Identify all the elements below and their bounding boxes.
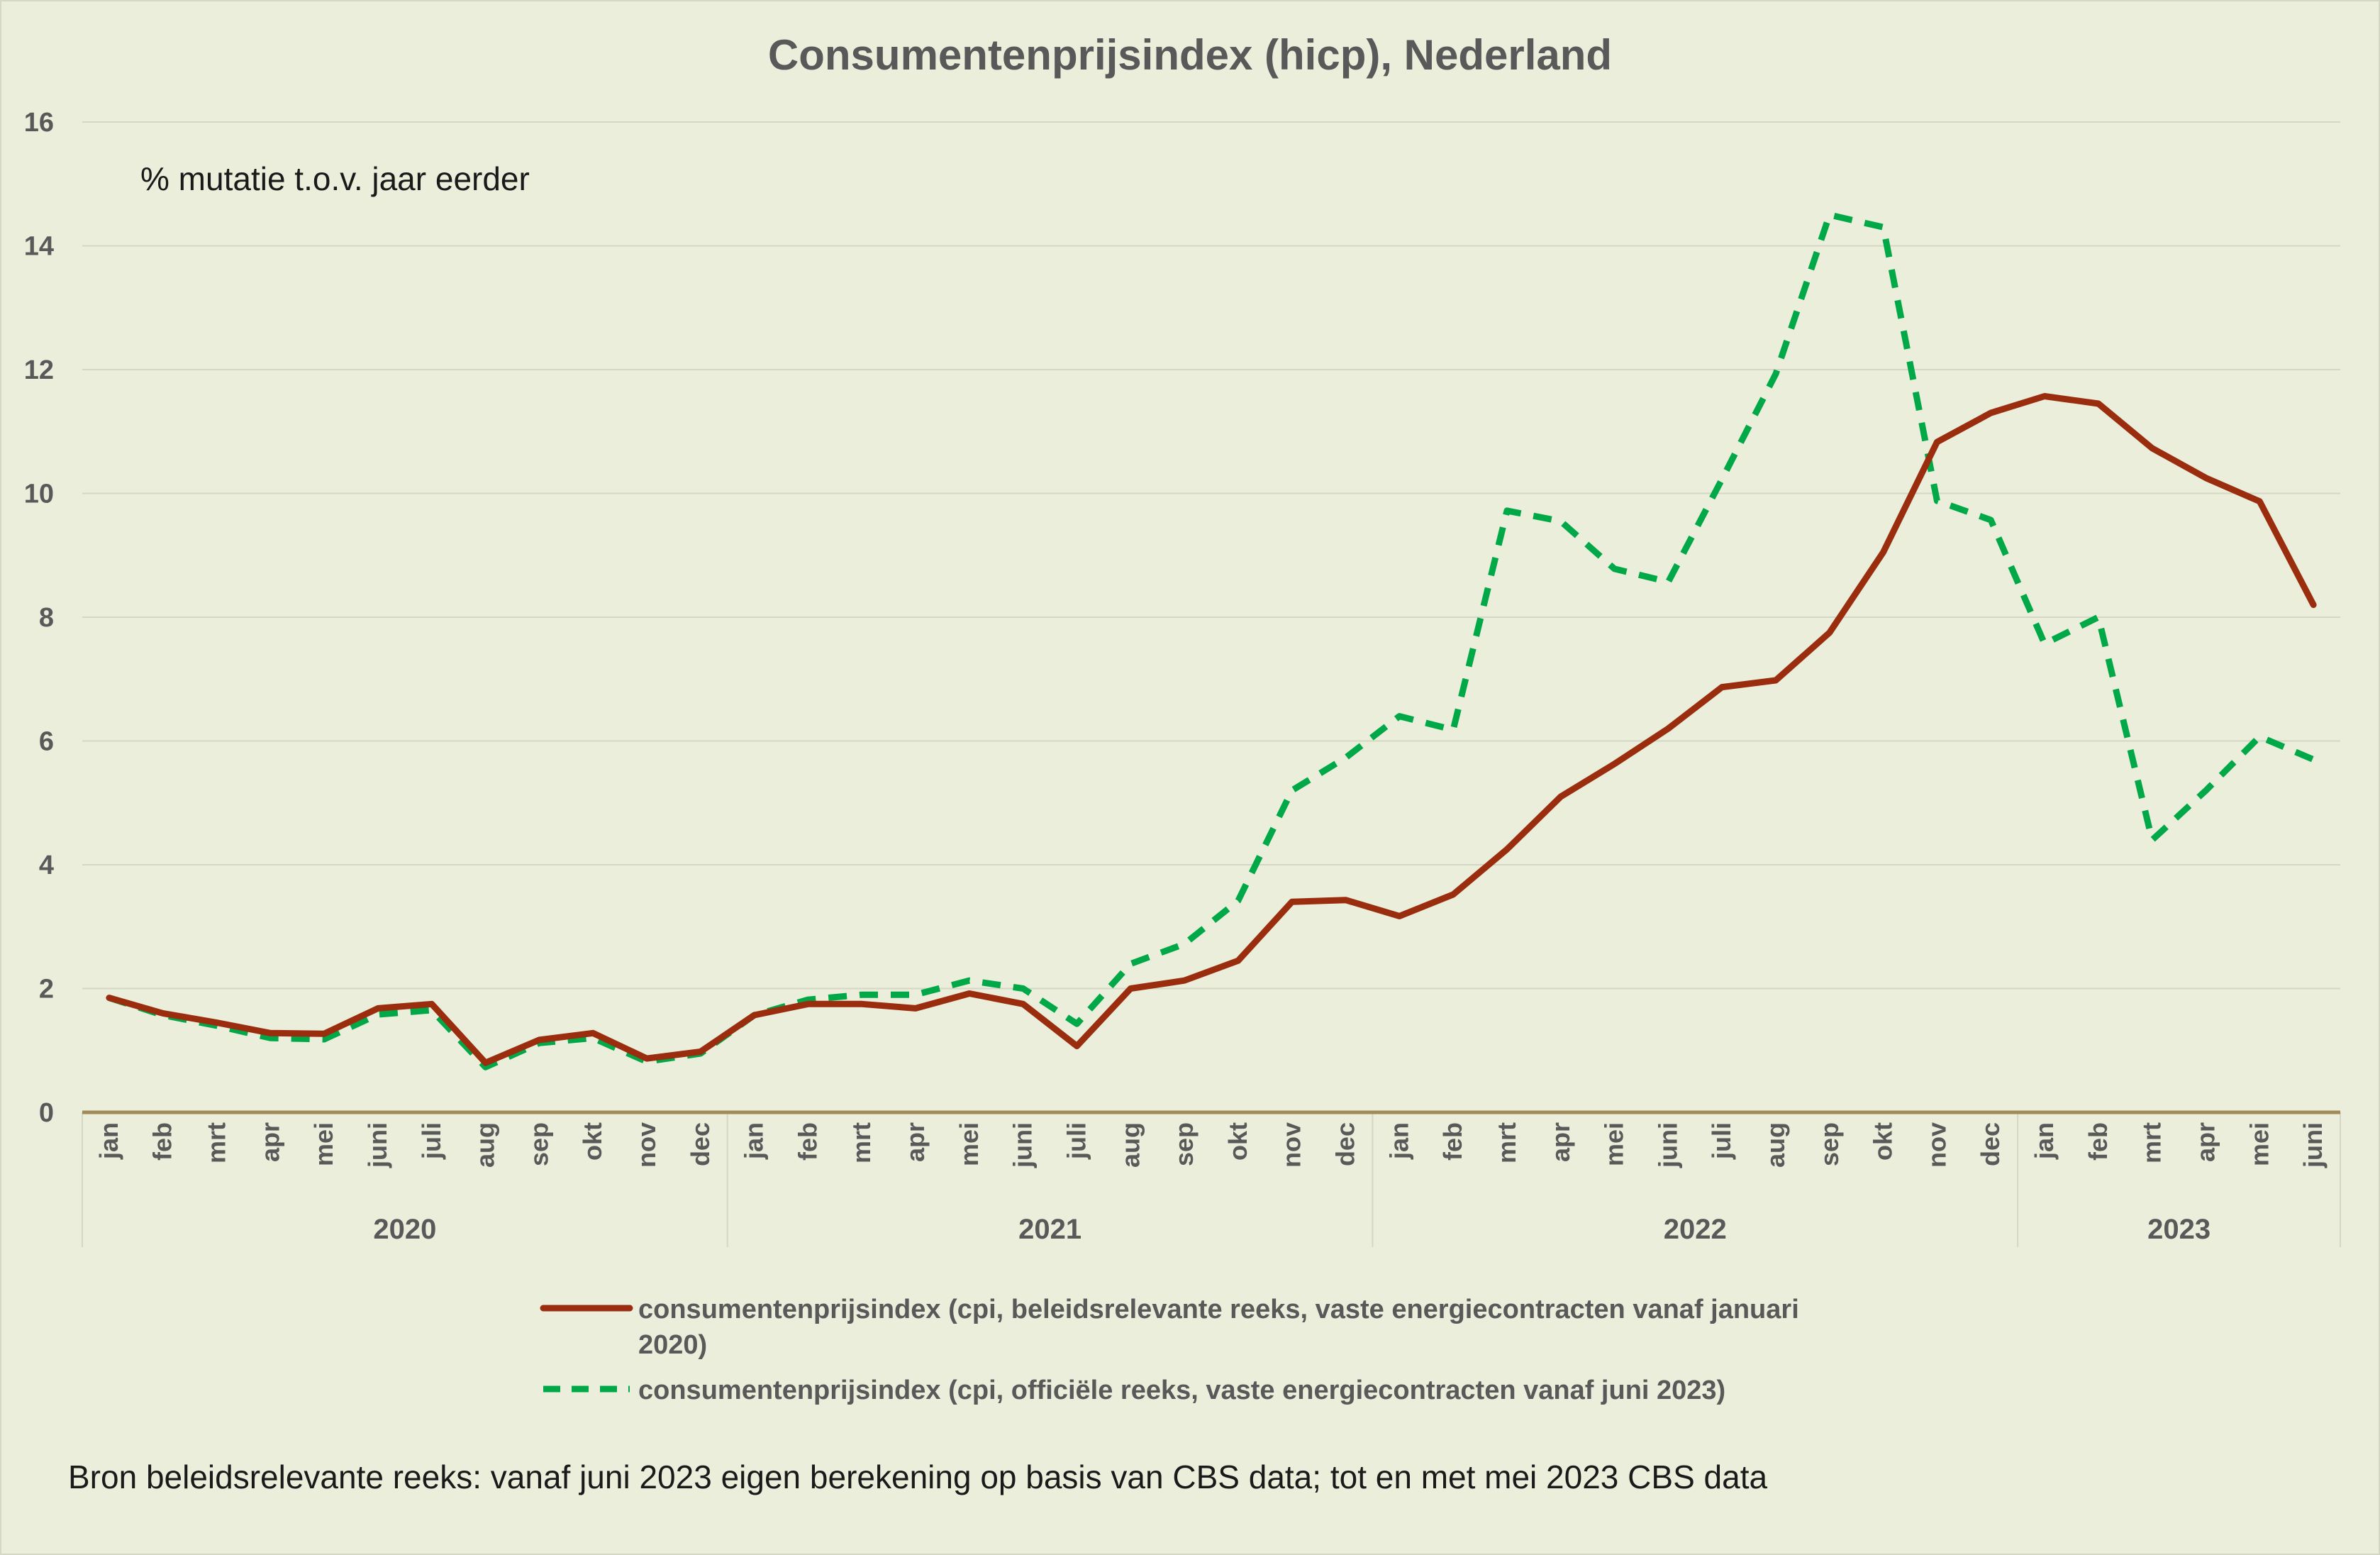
- series-line-beleidsrelevante: [106, 393, 2317, 1066]
- year-label: 2022: [1664, 1214, 1727, 1245]
- x-tick-label: mrt: [202, 1122, 231, 1163]
- x-tick-label: mei: [2245, 1122, 2274, 1166]
- year-label: 2023: [2147, 1214, 2211, 1245]
- x-tick-label: jan: [2030, 1122, 2059, 1160]
- x-tick-label: okt: [1869, 1122, 1898, 1161]
- x-tick-label: juni: [2298, 1122, 2328, 1168]
- x-tick-label: mei: [309, 1122, 338, 1166]
- x-tick-label: sep: [524, 1122, 553, 1166]
- y-tick-label: 4: [39, 851, 54, 880]
- y-tick-label: 16: [24, 108, 54, 138]
- year-label: 2020: [373, 1214, 436, 1245]
- x-tick-label: juni: [1653, 1122, 1682, 1168]
- legend: consumentenprijsindex (cpi, beleidsrelev…: [540, 1295, 1806, 1405]
- x-tick-label: nov: [632, 1122, 661, 1168]
- x-tick-label: juli: [417, 1122, 446, 1160]
- x-tick-label: dec: [1976, 1122, 2005, 1166]
- x-tick-label: mrt: [2137, 1122, 2167, 1163]
- x-tick-label: juli: [1062, 1122, 1091, 1160]
- x-tick-label: feb: [1438, 1122, 1467, 1161]
- x-tick-label: okt: [1223, 1122, 1252, 1161]
- x-tick-label: dec: [686, 1122, 715, 1166]
- y-tick-label: 0: [39, 1098, 54, 1128]
- x-tick-label: mrt: [847, 1122, 876, 1163]
- x-tick-label: sep: [1169, 1122, 1199, 1166]
- y-tick-label: 12: [24, 355, 54, 385]
- y-tick-label: 10: [24, 480, 54, 509]
- x-axis: jan feb mrt apr mei juni juli aug sep okt nov dec ja…: [82, 1110, 2341, 1247]
- x-tick-label: juni: [363, 1122, 392, 1168]
- x-tick-label: feb: [793, 1122, 822, 1161]
- source-note: Bron beleidsrelevante reeks: vanaf juni …: [68, 1459, 1767, 1495]
- x-tick-label: aug: [471, 1122, 500, 1168]
- x-tick-label: apr: [1546, 1122, 1575, 1162]
- x-tick-label: nov: [1922, 1122, 1951, 1168]
- legend-label-beleidsrelevante-line2: 2020): [638, 1330, 707, 1360]
- x-tick-label: mei: [1600, 1122, 1629, 1166]
- x-tick-label: jan: [1384, 1122, 1413, 1160]
- x-tick-label: feb: [2084, 1122, 2113, 1161]
- series-lines: [106, 211, 2317, 1070]
- x-tick-label: sep: [1815, 1122, 1844, 1166]
- x-tick-label: feb: [148, 1122, 177, 1161]
- chart-subtitle: % mutatie t.o.v. jaar eerder: [140, 160, 530, 197]
- x-tick-label: mrt: [1492, 1122, 1521, 1163]
- y-tick-label: 2: [39, 975, 54, 1005]
- legend-label-beleidsrelevante-line1: consumentenprijsindex (cpi, beleidsrelev…: [638, 1295, 1799, 1324]
- legend-label-officiele: consumentenprijsindex (cpi, officiële re…: [638, 1376, 1725, 1405]
- series-line-officiele: [108, 211, 2315, 1070]
- chart-title: Consumentenprijsindex (hicp), Nederland: [768, 31, 1612, 79]
- x-tick-label: apr: [255, 1122, 284, 1162]
- gridlines: [82, 121, 2340, 990]
- x-tick-label: aug: [1761, 1122, 1790, 1168]
- x-tick-label: mei: [955, 1122, 984, 1166]
- y-axis-ticks: 0 2 4 6 8 10 12 14 16: [24, 108, 54, 1128]
- x-tick-label: dec: [1331, 1122, 1360, 1166]
- y-tick-label: 14: [24, 232, 54, 262]
- x-tick-label: apr: [2191, 1122, 2220, 1162]
- x-tick-label: juli: [1707, 1122, 1736, 1160]
- x-tick-label: apr: [901, 1122, 930, 1162]
- x-tick-label: juni: [1008, 1122, 1038, 1168]
- y-tick-label: 6: [39, 727, 54, 757]
- y-tick-label: 8: [39, 603, 54, 633]
- x-tick-label: aug: [1116, 1122, 1145, 1168]
- year-label: 2021: [1018, 1214, 1081, 1245]
- x-tick-label: nov: [1277, 1122, 1306, 1168]
- x-tick-label: jan: [740, 1122, 769, 1160]
- x-tick-label: jan: [94, 1122, 123, 1160]
- x-tick-label: okt: [578, 1122, 607, 1161]
- legend-label-beleidsrelevante: consumentenprijsindex (cpi, beleidsrelev…: [638, 1295, 1806, 1360]
